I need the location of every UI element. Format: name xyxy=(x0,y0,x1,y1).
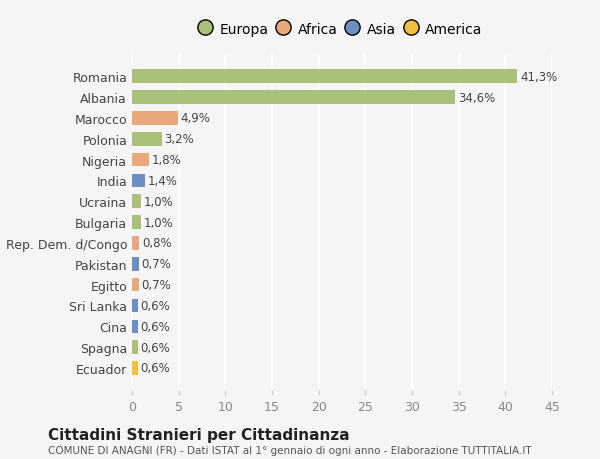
Bar xyxy=(132,237,139,250)
Bar xyxy=(132,133,162,146)
Text: 0,8%: 0,8% xyxy=(142,237,172,250)
Text: 0,6%: 0,6% xyxy=(140,362,170,375)
Text: 1,0%: 1,0% xyxy=(144,216,174,229)
Text: 0,6%: 0,6% xyxy=(140,320,170,333)
Text: 1,4%: 1,4% xyxy=(148,174,178,188)
Bar xyxy=(132,278,139,292)
Text: 3,2%: 3,2% xyxy=(164,133,194,146)
Bar xyxy=(132,153,149,167)
Bar xyxy=(132,320,137,333)
Bar xyxy=(132,70,517,84)
Text: Cittadini Stranieri per Cittadinanza: Cittadini Stranieri per Cittadinanza xyxy=(48,427,350,442)
Bar xyxy=(132,299,137,313)
Bar xyxy=(132,174,145,188)
Bar xyxy=(132,195,142,208)
Text: 0,6%: 0,6% xyxy=(140,299,170,312)
Text: COMUNE DI ANAGNI (FR) - Dati ISTAT al 1° gennaio di ogni anno - Elaborazione TUT: COMUNE DI ANAGNI (FR) - Dati ISTAT al 1°… xyxy=(48,445,532,455)
Text: 1,0%: 1,0% xyxy=(144,196,174,208)
Legend: Europa, Africa, Asia, America: Europa, Africa, Asia, America xyxy=(197,18,487,41)
Bar xyxy=(132,257,139,271)
Text: 4,9%: 4,9% xyxy=(181,112,211,125)
Text: 0,7%: 0,7% xyxy=(142,279,171,291)
Text: 1,8%: 1,8% xyxy=(152,154,181,167)
Bar xyxy=(132,361,137,375)
Bar xyxy=(132,91,455,105)
Text: 34,6%: 34,6% xyxy=(458,91,495,104)
Bar xyxy=(132,341,137,354)
Bar xyxy=(132,216,142,230)
Text: 0,6%: 0,6% xyxy=(140,341,170,354)
Text: 41,3%: 41,3% xyxy=(520,71,557,84)
Text: 0,7%: 0,7% xyxy=(142,257,171,271)
Bar xyxy=(132,112,178,125)
